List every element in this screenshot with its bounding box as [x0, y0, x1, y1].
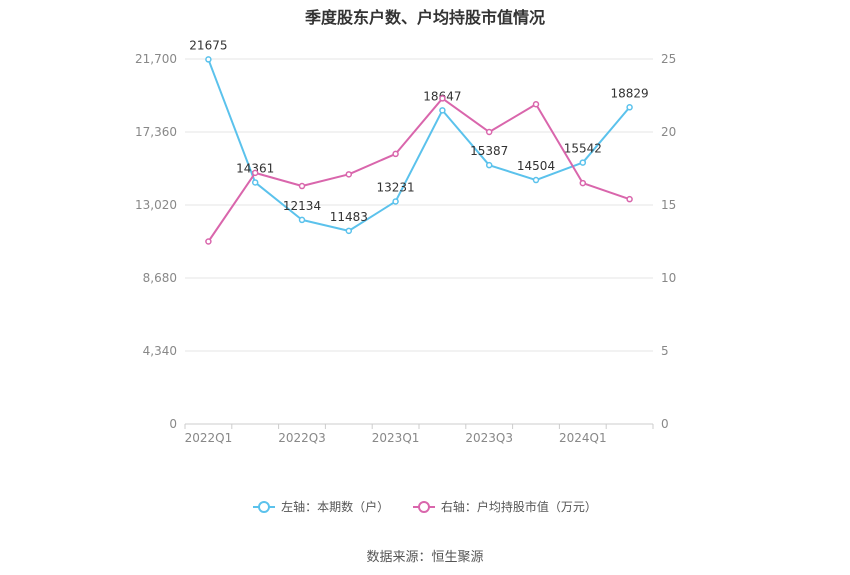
y-left-tick-label: 17,360: [135, 125, 177, 139]
data-point-left: [532, 176, 540, 184]
x-tick-label: 2024Q1: [559, 431, 607, 445]
x-tick-label: 2023Q1: [372, 431, 420, 445]
data-label: 11483: [330, 210, 368, 224]
data-point-right: [439, 95, 446, 102]
legend-label-right: 右轴：户均持股市值（万元）: [440, 500, 597, 514]
y-left-tick-label: 0: [169, 417, 177, 431]
y-right-tick-label: 20: [661, 125, 676, 139]
data-label: 14504: [517, 159, 555, 173]
data-point-left: [439, 107, 446, 114]
data-point-left: [392, 198, 399, 205]
data-point-left: [205, 56, 212, 63]
data-point-right: [298, 182, 306, 190]
data-point-right: [392, 150, 399, 158]
y-left-tick-label: 13,020: [135, 198, 177, 212]
data-point-right: [251, 169, 259, 177]
series-line-left: [207, 59, 631, 232]
legend-item-left[interactable]: 左轴：本期数（户）: [253, 498, 389, 515]
data-point-right: [345, 171, 353, 178]
data-source: 数据来源：恒生聚源: [366, 550, 484, 565]
y-right-tick-label: 5: [661, 344, 669, 358]
data-point-left: [345, 227, 353, 235]
data-point-right: [579, 179, 587, 187]
y-right-tick-label: 10: [661, 271, 676, 285]
legend-label-left: 左轴：本期数（户）: [281, 500, 390, 514]
data-point-left: [626, 104, 633, 111]
data-point-right: [626, 195, 633, 203]
series-line-right: [207, 97, 630, 243]
y-right-tick-label: 15: [661, 198, 676, 212]
data-label: 15387: [470, 144, 508, 158]
data-label: 12134: [283, 199, 321, 213]
y-left-tick-label: 4,340: [143, 344, 177, 358]
data-label: 18829: [611, 86, 649, 100]
data-point-left: [485, 161, 493, 169]
legend-swatch-right-icon: [412, 500, 435, 513]
data-label: 14361: [236, 161, 274, 175]
data-point-left: [579, 159, 587, 166]
x-tick-label: 2022Q3: [278, 431, 326, 445]
data-label: 15542: [564, 142, 602, 156]
data-label: 21675: [189, 38, 227, 52]
legend: 左轴：本期数（户） 右轴：户均持股市值（万元）: [0, 498, 850, 516]
data-point-left: [298, 216, 306, 224]
x-tick-label: 2022Q1: [185, 431, 233, 445]
y-left-tick-label: 8,680: [143, 271, 177, 285]
data-label: 13231: [377, 180, 415, 194]
y-left-tick-label: 21,700: [135, 52, 177, 66]
y-right-tick-label: 0: [661, 417, 669, 431]
x-tick-label: 2023Q3: [465, 431, 513, 445]
legend-item-right[interactable]: 右轴：户均持股市值（万元）: [412, 498, 597, 515]
data-point-right: [205, 238, 212, 245]
data-point-left: [251, 179, 259, 186]
chart-title: 季度股东户数、户均持股市值情况: [304, 8, 545, 27]
data-point-right: [485, 128, 493, 136]
y-right-tick-label: 25: [661, 52, 676, 66]
legend-swatch-left-icon: [253, 500, 276, 513]
data-point-right: [532, 101, 540, 108]
